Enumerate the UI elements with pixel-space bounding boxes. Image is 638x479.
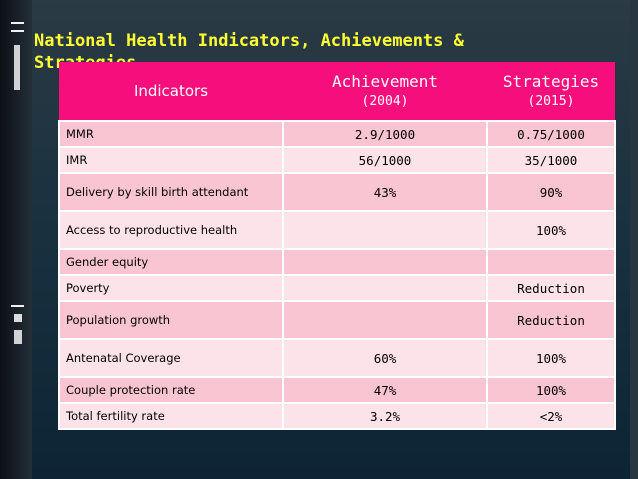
- decoration-block-icon: [14, 314, 22, 322]
- strategy-cell: [486, 248, 616, 276]
- strategy-cell: 100%: [486, 376, 616, 404]
- indicators-table: Indicators Achievement (2004) Strategies…: [58, 62, 616, 430]
- indicator-cell: MMR: [58, 120, 284, 148]
- strategy-cell: 100%: [486, 338, 616, 378]
- table-row: IMR 56/1000 35/1000: [58, 146, 616, 174]
- indicator-cell: Total fertility rate: [58, 402, 284, 430]
- achievement-cell: 56/1000: [282, 146, 488, 174]
- table-header-row: Indicators Achievement (2004) Strategies…: [59, 62, 615, 121]
- achievement-cell: [282, 300, 488, 340]
- indicator-cell: Antenatal Coverage: [58, 338, 284, 378]
- indicator-cell: Population growth: [58, 300, 284, 340]
- header-indicators: Indicators: [59, 62, 283, 121]
- table-row: Access to reproductive health 100%: [58, 210, 616, 250]
- slide-right-edge: [630, 0, 638, 479]
- header-strategies: Strategies (2015): [487, 62, 615, 121]
- table-row: Gender equity: [58, 248, 616, 276]
- indicator-cell: Delivery by skill birth attendant: [58, 172, 284, 212]
- achievement-cell: 3.2%: [282, 402, 488, 430]
- strategy-cell: Reduction: [486, 300, 616, 340]
- indicator-cell: IMR: [58, 146, 284, 174]
- header-achievement: Achievement (2004): [283, 62, 487, 121]
- achievement-cell: [282, 248, 488, 276]
- table-row: Total fertility rate 3.2% <2%: [58, 402, 616, 430]
- indicator-cell: Access to reproductive health: [58, 210, 284, 250]
- table-row: Couple protection rate 47% 100%: [58, 376, 616, 404]
- table-row: Population growth Reduction: [58, 300, 616, 340]
- achievement-cell: [282, 210, 488, 250]
- strategy-cell: 100%: [486, 210, 616, 250]
- table-row: Delivery by skill birth attendant 43% 90…: [58, 172, 616, 212]
- strategy-cell: 90%: [486, 172, 616, 212]
- strategy-cell: 0.75/1000: [486, 120, 616, 148]
- strategy-cell: 35/1000: [486, 146, 616, 174]
- decoration-line-icon: [11, 22, 24, 24]
- decoration-line-icon: [11, 30, 24, 32]
- indicator-cell: Gender equity: [58, 248, 284, 276]
- decoration-line-icon: [11, 305, 24, 307]
- table-row: MMR 2.9/1000 0.75/1000: [58, 120, 616, 148]
- achievement-cell: [282, 274, 488, 302]
- indicator-cell: Couple protection rate: [58, 376, 284, 404]
- decoration-bar-icon: [14, 45, 20, 90]
- slide-left-bar: [0, 0, 32, 479]
- table-row: Poverty Reduction: [58, 274, 616, 302]
- table-row: Antenatal Coverage 60% 100%: [58, 338, 616, 378]
- achievement-cell: 43%: [282, 172, 488, 212]
- strategy-cell: <2%: [486, 402, 616, 430]
- strategy-cell: Reduction: [486, 274, 616, 302]
- achievement-cell: 60%: [282, 338, 488, 378]
- indicator-cell: Poverty: [58, 274, 284, 302]
- achievement-cell: 47%: [282, 376, 488, 404]
- decoration-block-icon: [14, 330, 22, 344]
- achievement-cell: 2.9/1000: [282, 120, 488, 148]
